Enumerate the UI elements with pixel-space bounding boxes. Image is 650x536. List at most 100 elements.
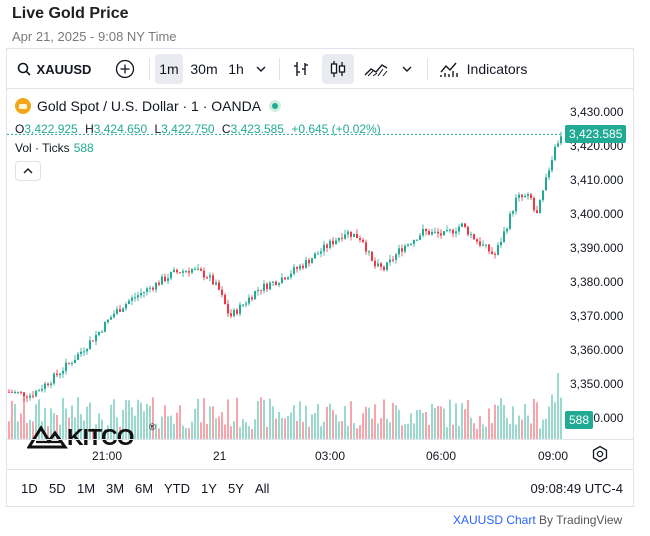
interval-1h-button[interactable]: 1h xyxy=(228,61,244,77)
candle-body xyxy=(239,304,241,314)
symbol-search-button[interactable]: XAUUSD xyxy=(13,54,95,84)
volume-bar xyxy=(56,414,58,439)
volume-bar xyxy=(92,428,94,439)
interval-dropdown-button[interactable] xyxy=(251,54,271,84)
candle-body xyxy=(485,244,487,246)
candle-body xyxy=(470,234,472,236)
range-1d-button[interactable]: 1D xyxy=(21,481,38,496)
volume-bar xyxy=(329,403,331,439)
candle-body xyxy=(29,395,31,398)
volume-bar xyxy=(140,402,142,439)
range-5d-button[interactable]: 5D xyxy=(49,481,66,496)
candle-body xyxy=(266,283,268,290)
low-label: L xyxy=(154,122,162,136)
candles-style-button[interactable] xyxy=(322,54,354,84)
volume-bar xyxy=(515,424,517,439)
low-value: 3,422.750 xyxy=(161,122,215,136)
price-scale[interactable]: 3,430.000 3,420.000 3,410.000 3,400.000 3,39… xyxy=(562,90,633,439)
range-5y-button[interactable]: 5Y xyxy=(228,481,244,496)
tradingview-link[interactable]: TradingView xyxy=(556,513,623,527)
volume-bar xyxy=(194,408,196,439)
volume-bar xyxy=(167,416,169,439)
candle-body xyxy=(290,273,292,278)
candle-body xyxy=(473,234,475,240)
candle-body xyxy=(299,265,301,269)
indicators-button[interactable]: Indicators xyxy=(435,54,531,84)
volume-bar xyxy=(353,423,355,439)
volume-bar xyxy=(212,406,214,439)
volume-bar xyxy=(137,399,139,439)
chart-pane[interactable]: Gold Spot / U.S. Dollar · 1 · OANDA O3,4… xyxy=(7,90,633,450)
candle-body xyxy=(356,233,358,239)
volume-bar xyxy=(401,425,403,439)
candle-body xyxy=(263,283,265,291)
chevron-up-icon xyxy=(23,168,33,174)
candle-body xyxy=(359,238,361,240)
area-style-button[interactable] xyxy=(361,54,391,84)
candle-body xyxy=(59,373,61,376)
range-all-button[interactable]: All xyxy=(255,481,270,496)
volume-bar xyxy=(323,421,325,439)
volume-bar xyxy=(455,403,457,439)
price-scale-label: 3,400.000 xyxy=(570,206,624,221)
range-ytd-button[interactable]: YTD xyxy=(164,481,190,496)
volume-bar xyxy=(374,404,376,439)
collapse-legend-button[interactable] xyxy=(15,161,41,181)
volume-bar xyxy=(47,426,49,439)
volume-bar xyxy=(506,418,508,439)
volume-bar xyxy=(317,403,319,439)
kitco-wordmark: KITCO xyxy=(67,424,135,450)
candle-body xyxy=(512,211,514,214)
candle-body xyxy=(374,260,376,267)
candle-body xyxy=(392,259,394,261)
series-legend[interactable]: Gold Spot / U.S. Dollar · 1 · OANDA xyxy=(15,98,282,114)
range-6m-button[interactable]: 6M xyxy=(135,481,154,496)
time-axis[interactable]: 21:00 21 03:00 06:00 09:00 xyxy=(7,439,633,469)
volume-bar xyxy=(149,405,151,439)
chart-settings-button[interactable] xyxy=(591,445,609,463)
chart-widget: XAUUSD 1m 30m 1h xyxy=(6,48,634,507)
ohlc-values: O3,422.925 H3,424.650 L3,422.750 C3,423.… xyxy=(15,122,381,136)
candle-body xyxy=(245,303,247,305)
price-chart[interactable] xyxy=(7,90,562,439)
volume-bar xyxy=(86,406,88,439)
kitco-logo-mark xyxy=(26,425,68,449)
volume-bar xyxy=(434,407,436,439)
volume-bar xyxy=(485,426,487,439)
volume-bar xyxy=(362,413,364,439)
candle-body xyxy=(305,260,307,268)
volume-bar xyxy=(473,423,475,439)
interval-1m-button[interactable]: 1m xyxy=(155,54,183,84)
toolbar-divider xyxy=(279,58,280,80)
candle-body xyxy=(212,275,214,285)
candle-body xyxy=(182,271,184,273)
candle-body xyxy=(230,313,232,317)
volume-bar xyxy=(497,405,499,439)
volume-bar xyxy=(443,408,445,439)
candle-body xyxy=(170,272,172,279)
candle-body xyxy=(449,229,451,231)
volume-bar xyxy=(416,410,418,439)
volume-bar xyxy=(227,399,229,439)
range-1y-button[interactable]: 1Y xyxy=(201,481,217,496)
volume-bar xyxy=(188,428,190,439)
open-label: O xyxy=(15,122,25,136)
range-1m-button[interactable]: 1M xyxy=(77,481,96,496)
volume-legend[interactable]: Vol · Ticks 588 xyxy=(15,141,94,155)
volume-bar xyxy=(395,404,397,439)
gear-icon xyxy=(592,445,608,463)
interval-30m-button[interactable]: 30m xyxy=(190,61,218,77)
area-chart-icon xyxy=(364,64,388,77)
candle-body xyxy=(23,392,25,397)
volume-bar xyxy=(305,405,307,439)
volume-bar xyxy=(533,398,535,439)
volume-bar xyxy=(557,373,559,439)
chart-style-dropdown-button[interactable] xyxy=(397,54,417,84)
candle-body xyxy=(464,223,466,227)
bars-style-button[interactable] xyxy=(287,54,315,84)
range-3m-button[interactable]: 3M xyxy=(106,481,125,496)
timezone-clock[interactable]: 09:08:49 UTC-4 xyxy=(530,481,624,496)
symbol-chart-link[interactable]: XAUUSD Chart xyxy=(453,513,536,527)
compare-symbol-button[interactable] xyxy=(111,54,139,84)
volume-bar xyxy=(95,424,97,439)
